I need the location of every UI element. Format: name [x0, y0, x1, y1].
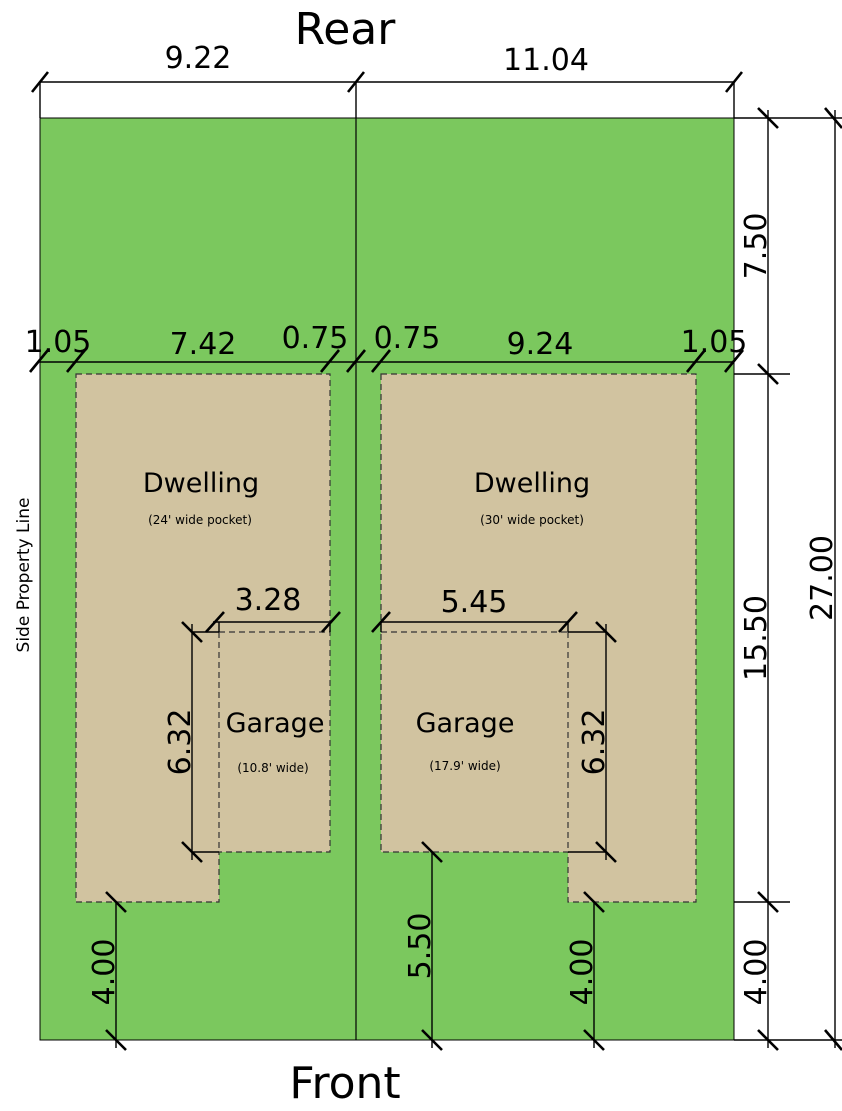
lot-width-left-label: 9.22 [165, 41, 232, 76]
left-dwelling-footprint [75, 373, 331, 903]
depth-dimension-inner [734, 107, 842, 1051]
right-dwelling-note: (30' wide pocket) [480, 513, 584, 527]
side-property-line-label: Side Property Line [14, 498, 34, 653]
left-garage-title: Garage [226, 708, 325, 739]
left-garage-note: (10.8' wide) [237, 761, 308, 775]
left-dwelling-note: (24' wide pocket) [148, 513, 252, 527]
right-garage-width-dimension [371, 611, 578, 633]
left-front-setback-dimension [105, 891, 127, 1051]
left-garage-width-label: 3.28 [235, 583, 302, 618]
right-dwelling-footprint [380, 373, 697, 903]
right-garage-note: (17.9' wide) [429, 759, 500, 773]
left-dwelling-title: Dwelling [143, 468, 259, 499]
left-garage-depth-dimension [181, 621, 219, 863]
front-label: Front [289, 1058, 400, 1109]
right-front-setback-label: 4.00 [565, 939, 600, 1006]
right-garage-depth-dimension [568, 621, 617, 863]
right-dwelling-width-label: 9.24 [507, 327, 574, 362]
depth-dimension-outer [790, 107, 842, 1051]
lot-depth-label: 27.00 [805, 535, 840, 621]
right-dwelling-title: Dwelling [474, 468, 590, 499]
left-front-setback-label: 4.00 [87, 939, 122, 1006]
left-side-setback-label: 1.05 [25, 325, 92, 360]
front-setback-label: 4.00 [739, 939, 774, 1006]
left-dwelling-width-label: 7.42 [170, 327, 237, 362]
right-garage-depth-label: 6.32 [577, 709, 612, 776]
lot-width-dimension [30, 71, 744, 118]
right-garage-width-label: 5.45 [441, 585, 508, 620]
lot-width-right-label: 11.04 [503, 43, 589, 78]
left-garage-depth-label: 6.32 [163, 709, 198, 776]
left-party-setback-label: 0.75 [282, 321, 349, 356]
right-garage-front-setback-dimension [421, 841, 443, 1051]
setback-dimension-row [28, 349, 745, 373]
rear-setback-label: 7.50 [739, 213, 774, 280]
right-side-setback-label: 1.05 [681, 325, 748, 360]
dwelling-depth-label: 15.50 [739, 595, 774, 681]
left-garage-width-dimension [205, 611, 341, 633]
right-garage-title: Garage [416, 708, 515, 739]
right-front-setback-dimension [583, 891, 605, 1051]
right-garage-front-setback-label: 5.50 [403, 913, 438, 980]
rear-label: Rear [295, 4, 397, 55]
right-party-setback-label: 0.75 [374, 321, 441, 356]
